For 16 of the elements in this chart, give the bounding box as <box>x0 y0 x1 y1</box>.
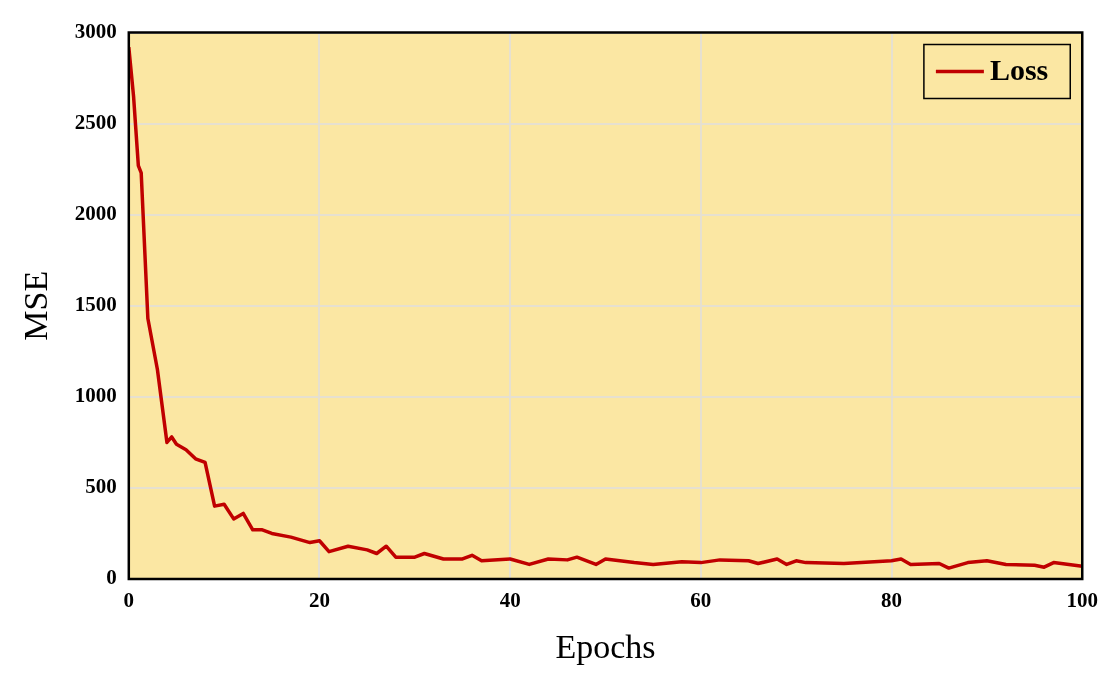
y-axis-title: MSE <box>17 270 55 341</box>
y-tick-label: 1500 <box>74 292 117 317</box>
x-tick-label: 40 <box>499 588 521 613</box>
y-tick-label: 1000 <box>74 383 117 408</box>
x-tick-label: 20 <box>308 588 330 613</box>
y-tick-label: 0 <box>106 565 117 590</box>
x-tick-label: 100 <box>1066 588 1098 613</box>
y-tick-label: 2500 <box>74 110 117 135</box>
y-tick-label: 2000 <box>74 201 117 226</box>
x-tick-label: 0 <box>123 588 135 613</box>
legend-label: Loss <box>989 53 1049 87</box>
x-tick-label: 60 <box>690 588 712 613</box>
x-tick-label: 80 <box>881 588 903 613</box>
y-tick-label: 500 <box>85 474 117 499</box>
y-tick-label: 3000 <box>74 19 117 44</box>
x-axis-title: Epochs <box>555 627 656 665</box>
